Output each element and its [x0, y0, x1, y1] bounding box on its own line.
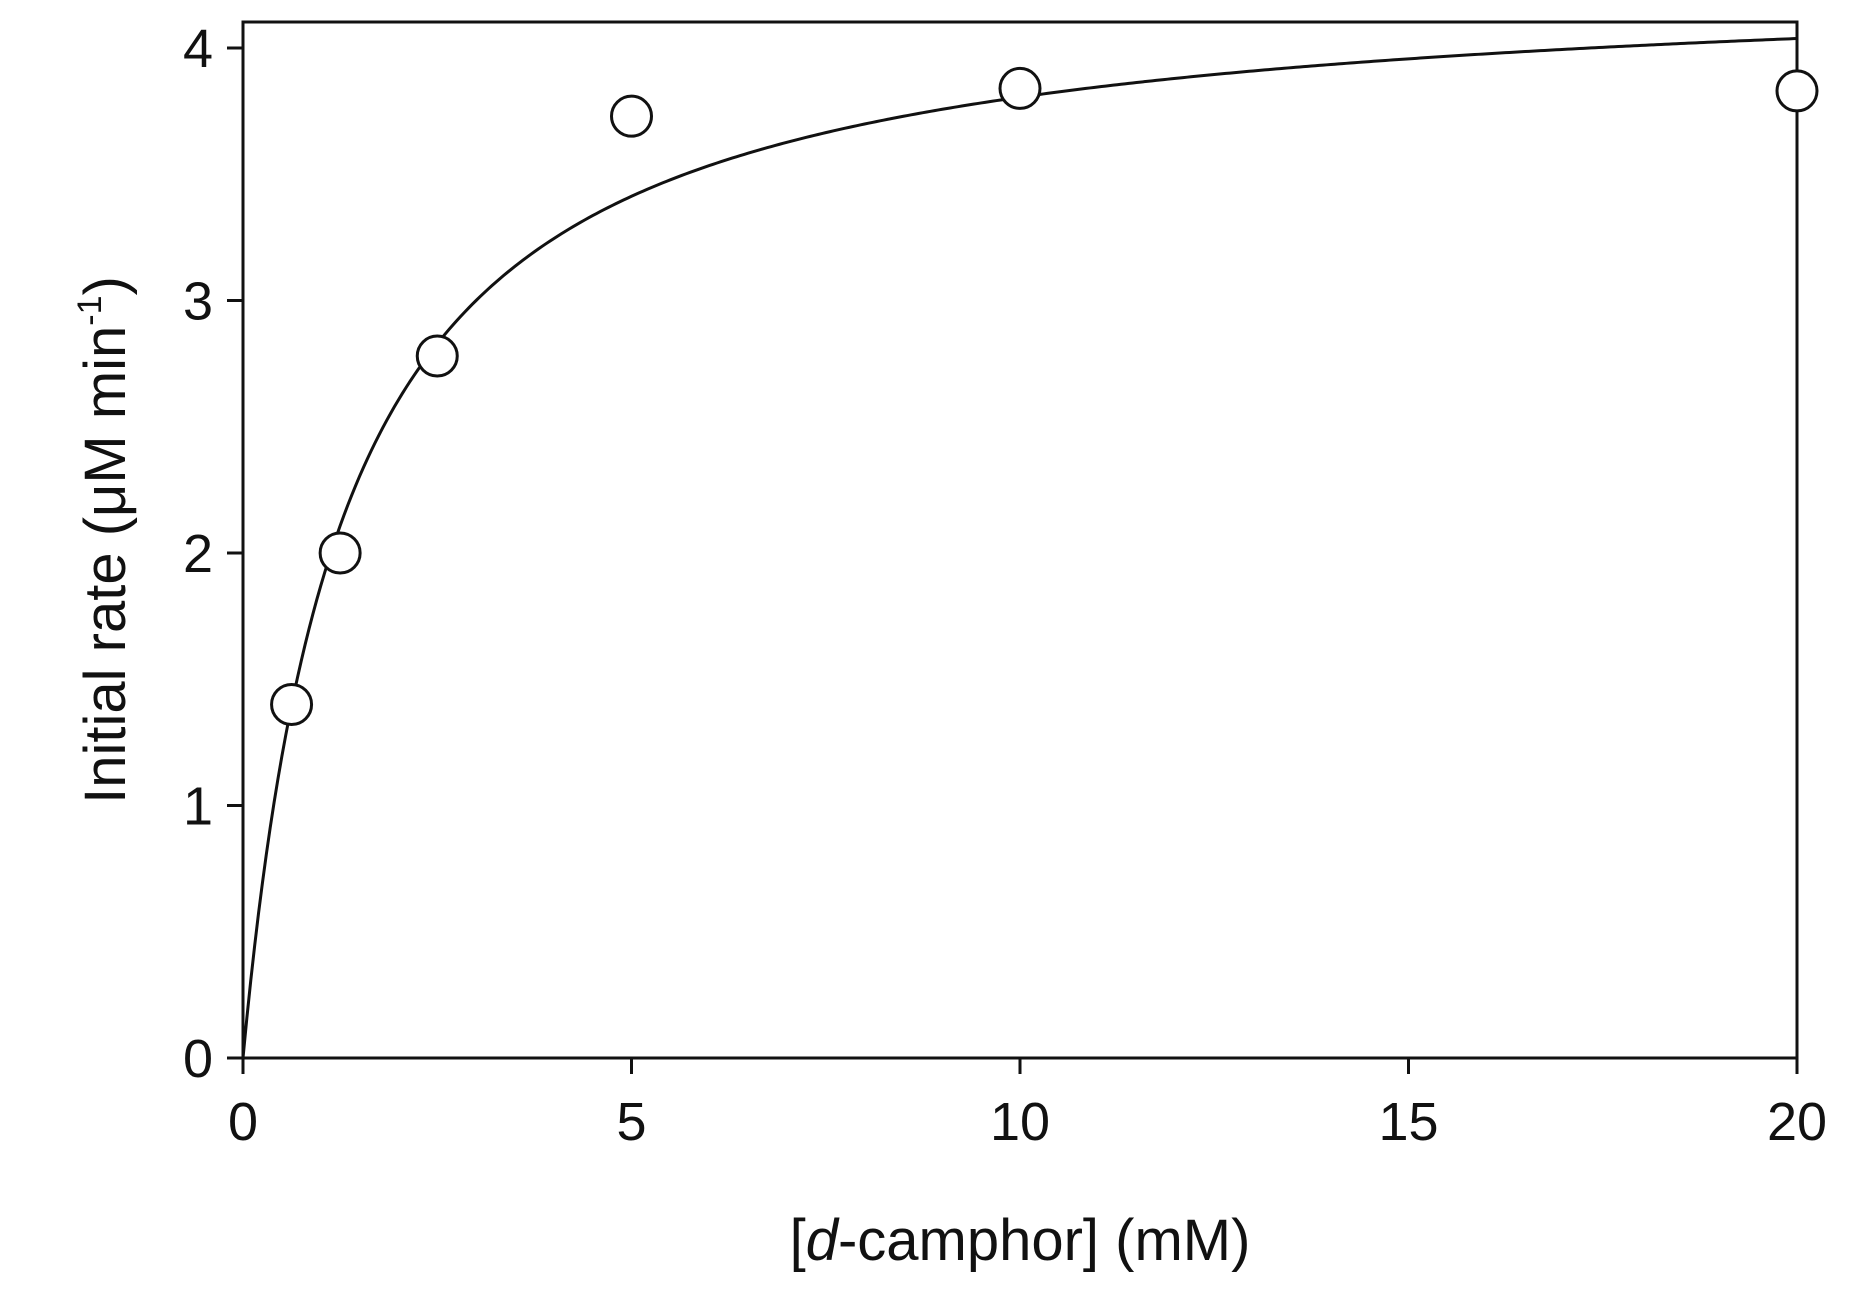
- data-points: [270, 66, 1819, 726]
- x-axis-label: [d-camphor] (mM): [790, 1208, 1251, 1273]
- y-tick-label: 2: [183, 524, 213, 584]
- x-tick-label: 20: [1767, 1092, 1827, 1152]
- fit-curve: [241, 37, 1798, 1059]
- data-point: [998, 66, 1042, 110]
- y-tick-label: 0: [183, 1029, 213, 1089]
- data-point: [610, 94, 653, 138]
- data-point: [1775, 69, 1819, 113]
- data-point: [270, 683, 314, 726]
- y-axis-label: Initial rate (μM min-1): [71, 276, 138, 804]
- x-tick-label: 0: [228, 1092, 258, 1152]
- x-tick-label: 5: [616, 1092, 646, 1152]
- x-tick-label: 10: [990, 1092, 1050, 1152]
- y-tick-label: 4: [183, 19, 213, 79]
- x-axis-ticks: 0 5 10 15 20: [228, 1058, 1827, 1152]
- y-tick-label: 1: [183, 777, 213, 837]
- y-tick-label: 3: [183, 272, 213, 332]
- data-point: [415, 334, 459, 378]
- y-axis-ticks: 0 1 2 3 4: [183, 19, 243, 1089]
- plot-frame: [241, 20, 1799, 1060]
- x-tick-label: 15: [1378, 1092, 1438, 1152]
- data-point: [318, 531, 362, 575]
